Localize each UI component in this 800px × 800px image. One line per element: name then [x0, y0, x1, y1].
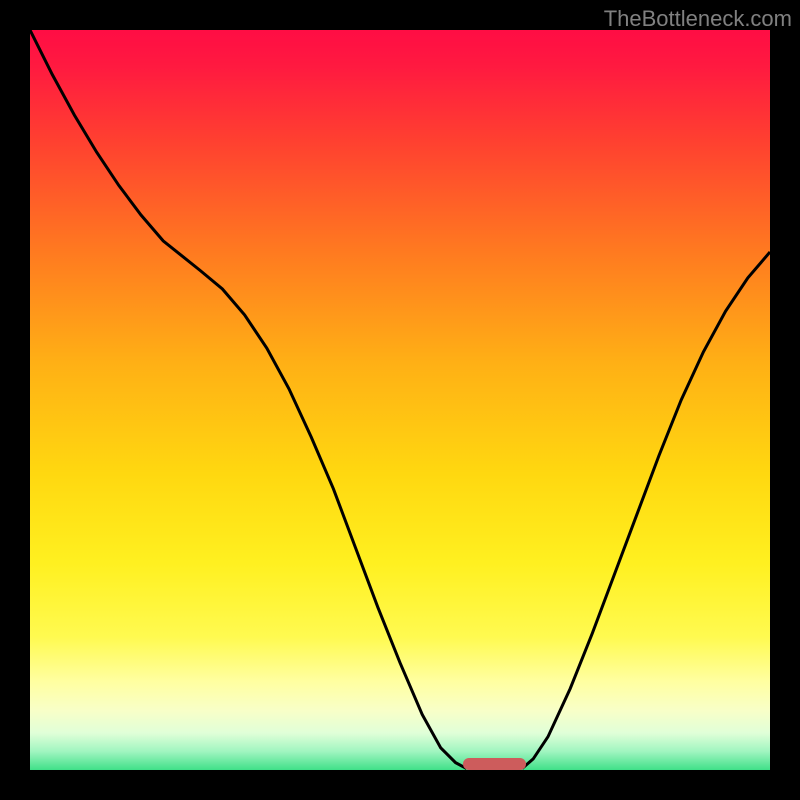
right-curve-path [522, 252, 770, 769]
plot-area [30, 30, 770, 770]
optimal-zone-marker [463, 758, 526, 770]
watermark-text: TheBottleneck.com [604, 6, 792, 32]
left-curve-path [30, 30, 467, 769]
chart-container: TheBottleneck.com [0, 0, 800, 800]
bottleneck-curve [30, 30, 770, 770]
